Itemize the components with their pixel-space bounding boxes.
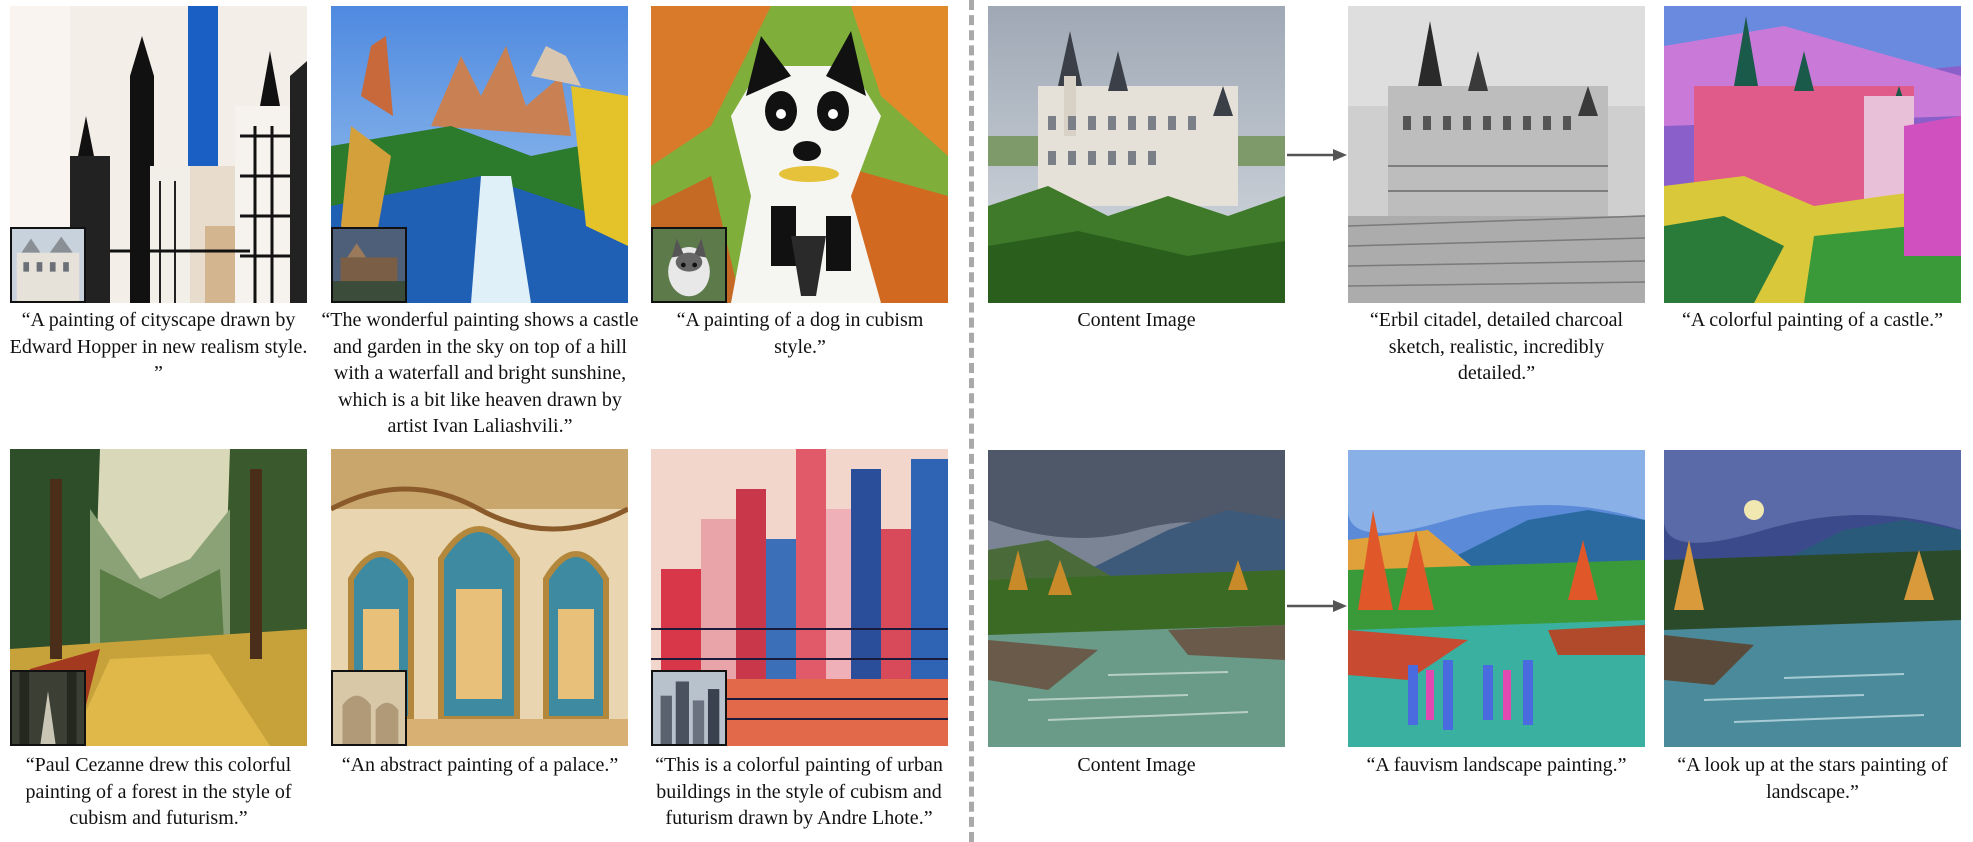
section-divider [969, 0, 974, 842]
caption-palace: “An abstract painting of a palace.” [341, 754, 619, 776]
arrow-right-icon [1287, 149, 1347, 161]
caption-urban-buildings: “This is a colorful painting of urban bu… [655, 754, 943, 829]
stylized-image-fauvism [1348, 450, 1645, 747]
stylized-image-stars [1664, 450, 1961, 747]
stylized-image-cubism-dog [651, 6, 948, 303]
stylized-image-palace [331, 449, 628, 746]
style-reference-thumbnail [331, 670, 407, 746]
stylized-image-charcoal [1348, 6, 1645, 303]
style-reference-thumbnail [331, 227, 407, 303]
stylized-image-urban-buildings [651, 449, 948, 746]
stylized-image-heaven-castle [331, 6, 628, 303]
style-reference-thumbnail [651, 227, 727, 303]
style-reference-thumbnail [10, 227, 86, 303]
caption-colorful-castle: “A colorful painting of a castle.” [1681, 309, 1943, 331]
caption-charcoal: “Erbil citadel, detailed charcoal sketch… [1369, 309, 1624, 384]
caption-cezanne-forest: “Paul Cezanne drew this colorful paintin… [25, 754, 292, 829]
stylized-image-cityscape [10, 6, 307, 303]
caption-stars: “A look up at the stars painting of land… [1677, 754, 1948, 803]
content-image-label-river: Content Image [1077, 754, 1196, 776]
caption-cubism-dog: “A painting of a dog in cubism style.” [676, 309, 924, 358]
caption-heaven-castle: “The wonderful painting shows a castle a… [321, 309, 639, 437]
style-reference-thumbnail [10, 670, 86, 746]
stylized-image-colorful-castle [1664, 6, 1961, 303]
content-image-castle [988, 6, 1285, 303]
stylized-image-cezanne-forest [10, 449, 307, 746]
content-image-river [988, 450, 1285, 747]
caption-fauvism: “A fauvism landscape painting.” [1366, 754, 1627, 776]
caption-cityscape: “A painting of cityscape drawn by Edward… [9, 309, 308, 384]
content-image-label-castle: Content Image [1077, 309, 1196, 331]
style-reference-thumbnail [651, 670, 727, 746]
arrow-right-icon [1287, 600, 1347, 612]
